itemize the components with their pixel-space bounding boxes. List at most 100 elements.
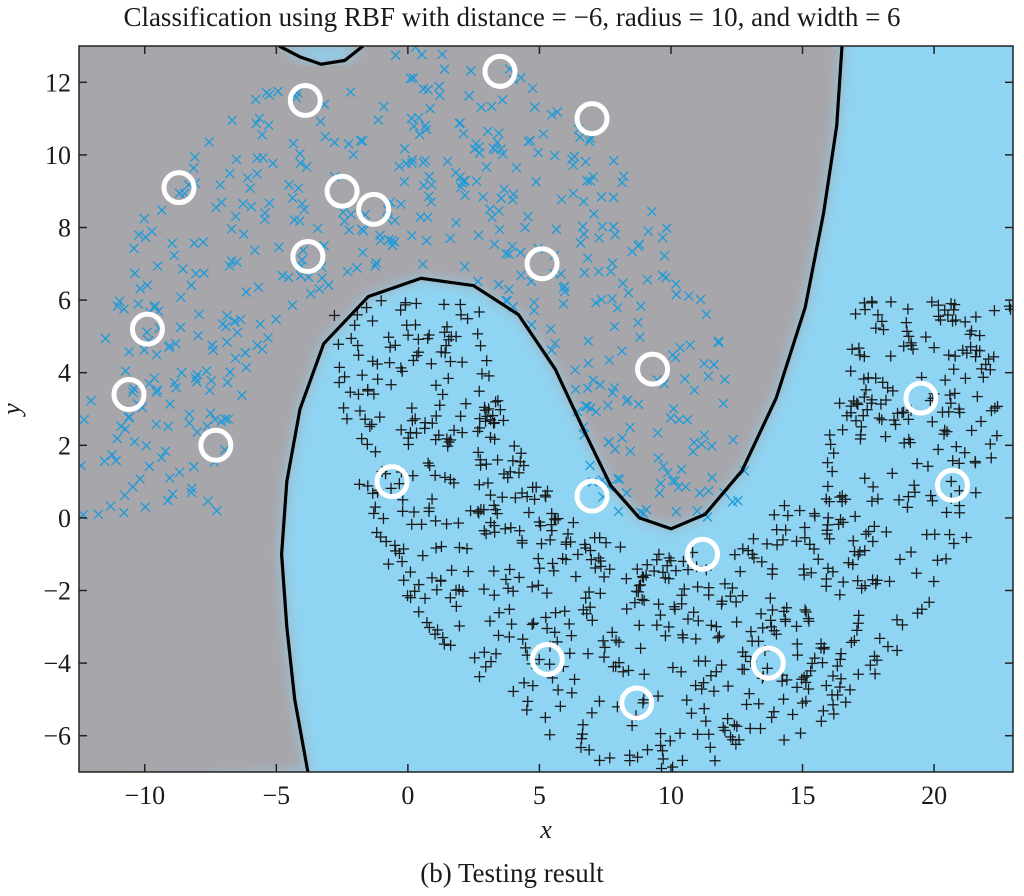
class1-point	[658, 461, 669, 472]
class2-point	[983, 353, 995, 365]
class2-point	[781, 674, 793, 686]
class2-point	[633, 619, 645, 631]
class1-point	[487, 212, 498, 223]
class2-point	[840, 493, 852, 505]
class2-point	[600, 537, 612, 549]
class2-point	[637, 572, 649, 584]
class1-point	[188, 461, 199, 472]
class2-point	[534, 562, 546, 574]
class2-point	[380, 535, 392, 547]
class2-point	[833, 518, 845, 530]
class2-point	[873, 412, 885, 424]
class2-point	[676, 629, 688, 641]
class1-point	[149, 300, 160, 311]
class1-point	[713, 337, 724, 348]
rbf-center	[619, 685, 655, 721]
class1-point	[261, 87, 272, 98]
class1-point	[160, 446, 171, 457]
class2-point	[429, 469, 441, 481]
class2-point	[890, 419, 902, 431]
class2-point	[682, 564, 694, 576]
class2-point	[703, 728, 715, 740]
class1-point	[210, 202, 221, 213]
class1-point	[676, 464, 687, 475]
class2-point	[419, 592, 431, 604]
class2-point	[748, 552, 760, 564]
class2-point	[441, 321, 453, 333]
class2-point	[549, 626, 561, 638]
class2-point	[852, 575, 864, 587]
class2-point	[676, 754, 688, 766]
class2-point	[580, 542, 592, 554]
class2-point	[416, 518, 428, 530]
class2-point	[516, 534, 528, 546]
class1-point	[163, 342, 174, 353]
class2-point	[492, 454, 504, 466]
class1-point	[190, 373, 201, 384]
class1-point	[144, 461, 155, 472]
class2-point	[876, 414, 888, 426]
class1-point	[293, 183, 304, 194]
class2-point	[338, 402, 350, 414]
class2-point	[462, 566, 474, 578]
class1-point	[610, 444, 621, 455]
class2-point	[370, 446, 382, 458]
class1-point	[351, 262, 362, 273]
class1-point	[608, 192, 619, 203]
class2-point	[850, 308, 862, 320]
class2-point	[745, 626, 757, 638]
class1-point	[638, 508, 649, 519]
decision-boundary-top	[278, 46, 365, 66]
class2-point	[820, 493, 832, 505]
class1-point	[112, 433, 123, 444]
class1-point	[204, 385, 215, 396]
class2-point	[385, 482, 397, 494]
class2-point	[969, 455, 981, 467]
class2-point	[742, 545, 754, 557]
class2-point	[557, 552, 569, 564]
class2-point	[407, 470, 419, 482]
class2-point	[970, 311, 982, 323]
class2-point	[926, 495, 938, 507]
class1-point	[522, 211, 533, 222]
class1-point	[529, 305, 540, 316]
class2-point	[900, 317, 912, 329]
class1-point	[410, 46, 421, 53]
class2-point	[954, 406, 966, 418]
class2-point	[385, 379, 397, 391]
class1-point	[175, 322, 186, 333]
class2-point	[753, 698, 765, 710]
class2-point	[364, 420, 376, 432]
class2-point	[729, 549, 741, 561]
class2-point	[872, 493, 884, 505]
class2-point	[527, 481, 539, 493]
class2-point	[375, 295, 387, 307]
class1-point	[167, 238, 178, 249]
class2-point	[670, 565, 682, 577]
class1-point	[320, 131, 331, 142]
class2-point	[726, 582, 738, 594]
class2-point	[653, 598, 665, 610]
class1-point	[198, 237, 209, 248]
class1-point	[616, 346, 627, 357]
class2-point	[429, 628, 441, 640]
class1-point	[406, 230, 417, 241]
class1-point	[674, 414, 685, 425]
class1-point	[129, 268, 140, 279]
class2-point	[985, 452, 997, 464]
class2-point	[965, 341, 977, 353]
class1-point	[653, 452, 664, 463]
class2-point	[490, 504, 502, 516]
class2-point	[353, 349, 365, 361]
class2-point	[928, 575, 940, 587]
class2-point	[518, 677, 530, 689]
class2-point	[423, 622, 435, 634]
rbf-center	[750, 645, 786, 681]
class2-point	[465, 505, 477, 517]
class2-point	[800, 695, 812, 707]
class2-point	[576, 728, 588, 740]
class1-point	[634, 332, 645, 343]
class1-point	[570, 384, 581, 395]
class2-point	[359, 413, 371, 425]
class1-point	[421, 124, 432, 135]
